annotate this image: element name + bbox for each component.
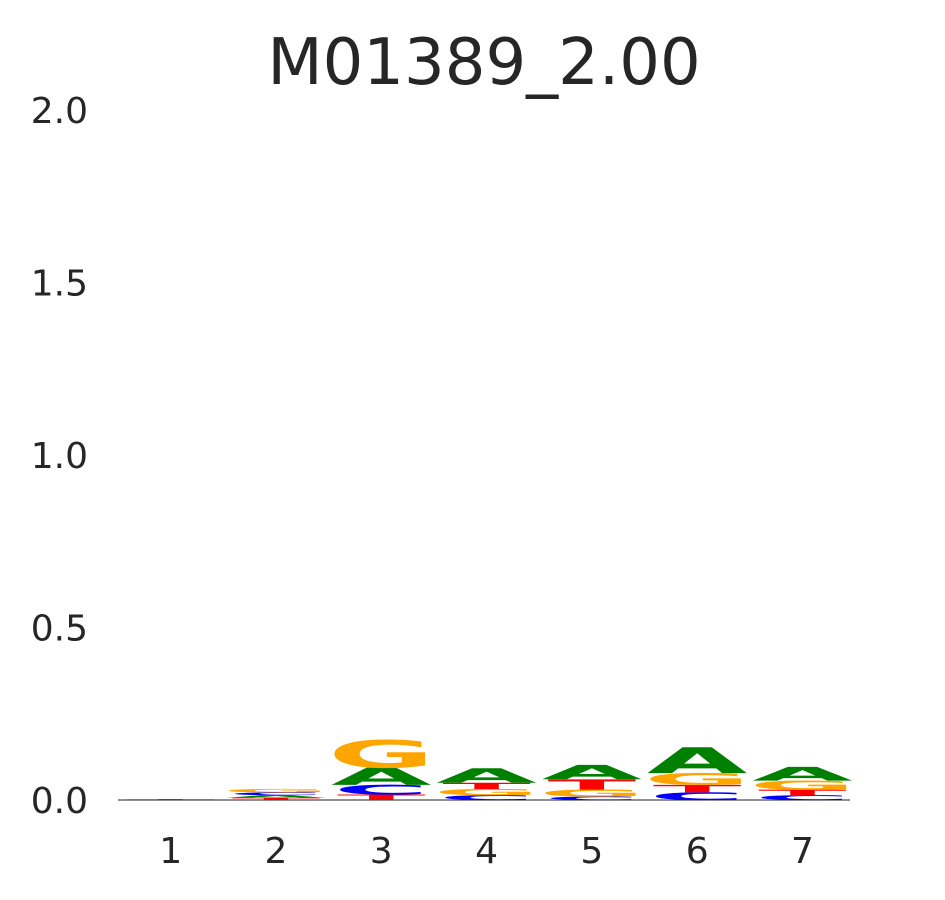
logo-letter-a: A [542, 761, 643, 784]
logo-letter-a: A [436, 764, 537, 787]
logo-letter-c: C [544, 796, 639, 802]
logo-letter-g: G [328, 732, 435, 776]
logo-letter-a: A [647, 741, 748, 782]
logo-letter-g: G [644, 770, 751, 789]
logo-letter-c: C [439, 794, 534, 802]
y-tick-label: 1.0 [31, 436, 88, 477]
logo-letter-t: T [232, 797, 321, 800]
logo-letter-g: G [433, 787, 540, 797]
logo-letter-g: G [749, 778, 856, 792]
x-tick-label: 3 [370, 831, 393, 872]
chart-title: M01389_2.00 [267, 26, 700, 100]
logo-letter-c: C [755, 794, 850, 802]
logo-letter-t: T [548, 776, 637, 793]
logo-letter-t: T [126, 799, 215, 801]
logo-letter-a: A [331, 763, 432, 791]
y-tick-label: 0.5 [31, 609, 88, 650]
logo-letter-t: T [653, 783, 742, 795]
x-axis: 1 2 3 4 5 6 7 [159, 831, 814, 872]
x-tick-label: 5 [580, 831, 603, 872]
y-tick-label: 1.5 [31, 264, 88, 305]
logo-letter-t: T [758, 788, 847, 797]
logo-letter-g: G [223, 788, 330, 794]
logo-letter-c: C [334, 782, 429, 797]
logo-letter-a: A [752, 763, 853, 785]
logo-letter-c: C [649, 790, 744, 802]
logo-letter-t: T [337, 793, 426, 802]
x-tick-label: 7 [791, 831, 814, 872]
logo-letter-c: C [228, 792, 323, 796]
x-tick-label: 4 [475, 831, 498, 872]
y-axis: 0.0 0.5 1.0 1.5 2.0 [31, 91, 88, 822]
logo-letter-a: A [226, 794, 327, 798]
logo-letter-g: G [539, 788, 646, 799]
x-tick-label: 1 [159, 831, 182, 872]
x-tick-label: 6 [686, 831, 709, 872]
x-tick-label: 2 [264, 831, 287, 872]
y-tick-label: 2.0 [31, 91, 88, 132]
y-tick-label: 0.0 [31, 781, 88, 822]
logo-letter-t: T [442, 781, 531, 791]
